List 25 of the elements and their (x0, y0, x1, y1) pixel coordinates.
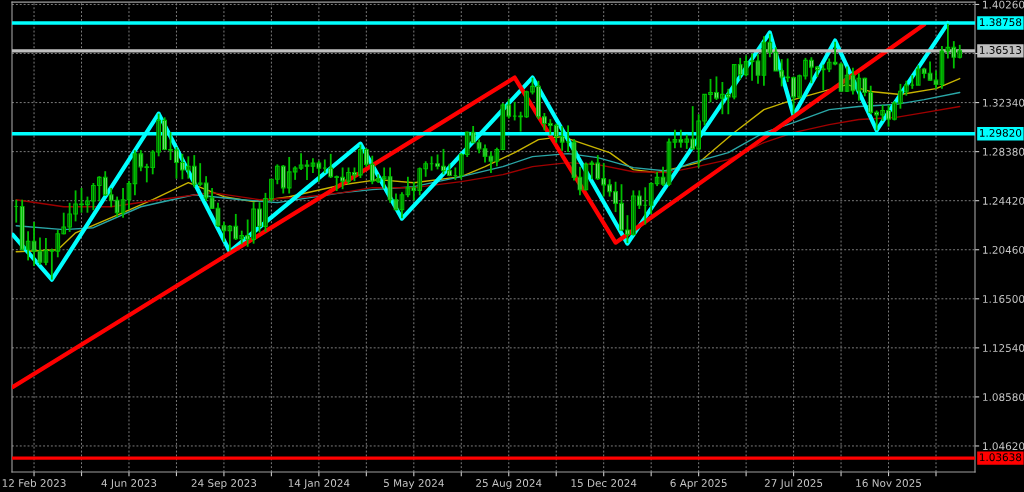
line-series (12, 22, 927, 389)
y-tick-label: 1.04620 (983, 442, 1024, 451)
x-tick-label: 4 Jun 2023 (101, 479, 157, 489)
y-tick-label: 1.20460 (983, 245, 1024, 254)
x-tick-label: 16 Nov 2025 (856, 479, 921, 487)
y-tick-label: 1.16500 (983, 295, 1024, 303)
y-tick-label: 1.40260 (983, 0, 1024, 9)
ref-line-label: 1.36513 (980, 46, 1022, 54)
line-series (15, 105, 961, 208)
x-tick-label: 24 Sep 2023 (191, 479, 257, 489)
x-tick-label: 12 Feb 2023 (2, 478, 66, 487)
x-tick-label: 27 Jul 2025 (764, 478, 823, 489)
x-tick-label: 5 May 2024 (383, 479, 444, 489)
y-tick-label: 1.12540 (983, 344, 1024, 352)
ref-line-label: 1.03638 (980, 453, 1022, 462)
x-tick-label: 25 Aug 2024 (476, 479, 542, 489)
x-tick-label: 6 Apr 2025 (670, 479, 727, 489)
x-tick-label: 14 Jan 2024 (288, 479, 350, 489)
x-tick-label: 15 Dec 2024 (571, 479, 637, 487)
ref-line-label: 1.38758 (980, 18, 1022, 27)
y-tick-label: 1.08580 (983, 393, 1024, 402)
y-tick-label: 1.28380 (983, 147, 1024, 156)
ref-line-label: 1.29820 (980, 128, 1022, 137)
y-tick-label: 1.24420 (983, 196, 1024, 205)
y-tick-label: 1.32340 (983, 98, 1024, 107)
